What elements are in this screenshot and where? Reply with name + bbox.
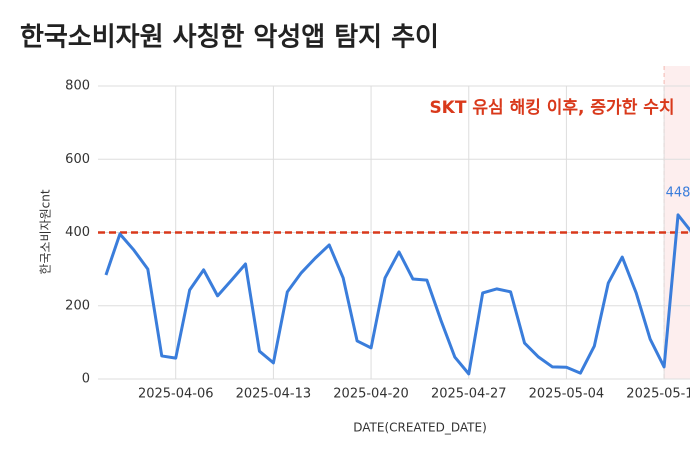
x-tick-label: 2025-04-13 (236, 387, 312, 402)
x-tick-label: 2025-05-11 (626, 387, 690, 402)
chart-title: 한국소비자원 사칭한 악성앱 탐지 추이 (20, 23, 439, 53)
y-tick-label: 600 (65, 152, 90, 167)
x-tick-label: 2025-04-06 (138, 387, 214, 402)
y-tick-label: 400 (65, 225, 90, 240)
data-line (104, 213, 690, 376)
x-tick-label: 2025-04-20 (333, 387, 409, 402)
y-tick-label: 800 (65, 79, 90, 94)
x-axis-label: DATE(CREATED_DATE) (353, 421, 487, 435)
data-label: 448 (666, 185, 690, 200)
y-tick-label: 0 (82, 372, 90, 387)
x-tick-label: 2025-05-04 (529, 387, 605, 402)
x-tick-label: 2025-04-27 (431, 387, 507, 402)
annotation: SKT 유심 해킹 이후, 증가한 수치 (429, 97, 674, 118)
y-axis-label: 한국소비자원cnt (39, 189, 53, 274)
y-tick-label: 200 (65, 298, 90, 313)
